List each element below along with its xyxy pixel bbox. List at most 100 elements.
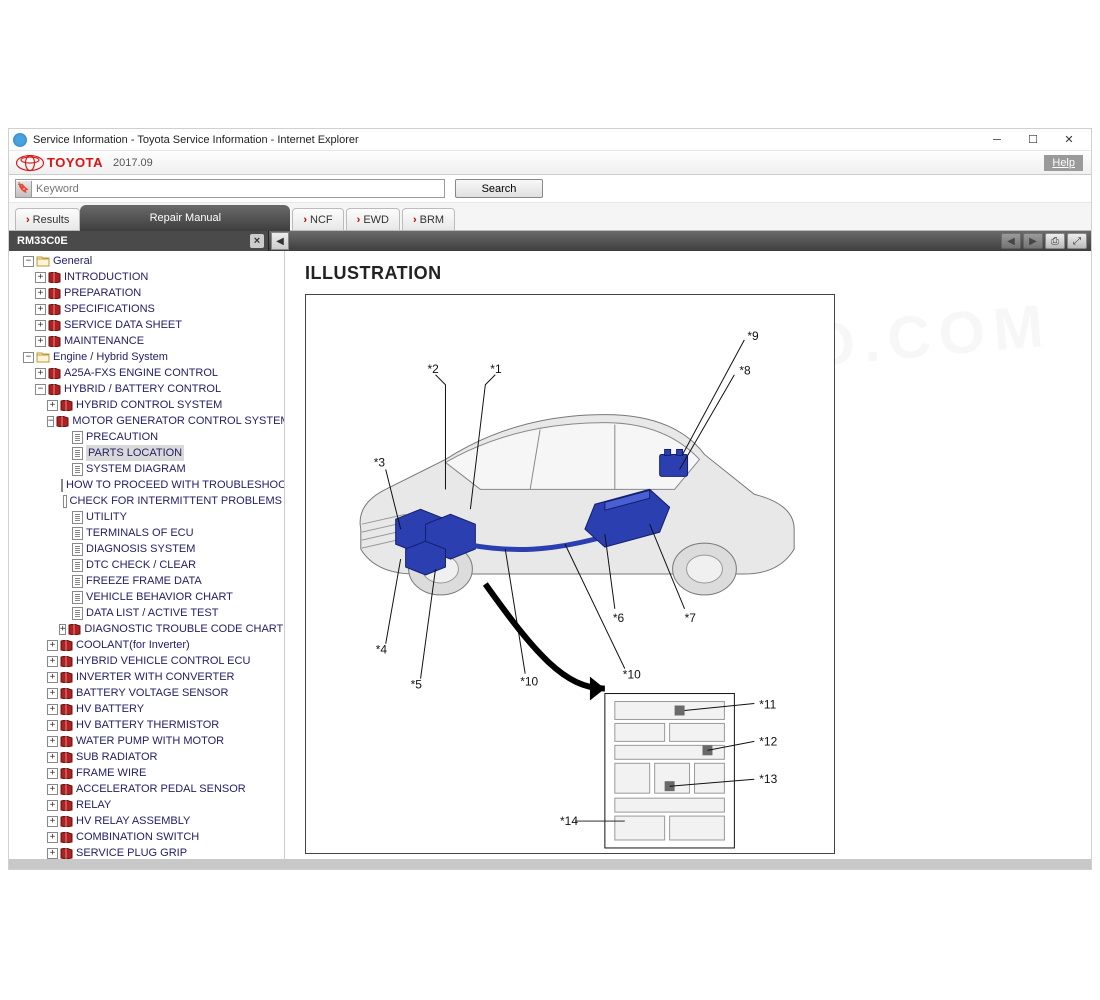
tree-node[interactable]: UTILITY [11,509,282,525]
document-tab-close-icon[interactable]: × [250,234,264,248]
svg-text:*14: *14 [560,814,578,828]
tree-toggle[interactable]: + [35,304,46,315]
illustration-scroll[interactable]: ILLUSTRATION [285,251,1091,859]
tree-node[interactable]: SYSTEM DIAGRAM [11,461,282,477]
illustration-pane: O.COM ILLUSTRATION [285,251,1091,859]
close-button[interactable]: ✕ [1051,129,1087,151]
tree-toggle[interactable]: + [47,784,58,795]
tree-node[interactable]: −MOTOR GENERATOR CONTROL SYSTEM [11,413,282,429]
tree-node[interactable]: DIAGNOSIS SYSTEM [11,541,282,557]
minimize-button[interactable]: ─ [979,129,1015,151]
book-icon [60,848,73,859]
tree-toggle[interactable]: − [23,256,34,267]
tree-node[interactable]: −General [11,253,282,269]
tree-toggle[interactable]: + [47,832,58,843]
folder-open-icon [36,255,50,267]
tab-ncf[interactable]: ›NCF [292,208,343,230]
expand-button[interactable]: ⤢ [1067,233,1087,249]
tree-node[interactable]: +COOLANT(for Inverter) [11,637,282,653]
tree-toggle[interactable]: + [47,672,58,683]
tab-brm[interactable]: ›BRM [402,208,455,230]
tree-toggle[interactable]: + [59,624,66,635]
print-button[interactable]: ⎙ [1045,233,1065,249]
tree-node[interactable]: +HV BATTERY THERMISTOR [11,717,282,733]
tree-node-label: TERMINALS OF ECU [86,525,194,541]
tree-node[interactable]: + ACCELERATOR PEDAL SENSOR [11,781,282,797]
tree-toggle[interactable]: + [47,736,58,747]
search-button[interactable]: Search [455,179,543,198]
tree-toggle[interactable]: − [35,384,46,395]
tree-node[interactable]: + PREPARATION [11,285,282,301]
tree-node[interactable]: −Engine / Hybrid System [11,349,282,365]
tree-toggle[interactable]: + [47,688,58,699]
tree-toggle[interactable]: + [35,368,46,379]
tree-toggle[interactable]: + [47,752,58,763]
tree-node[interactable]: +HYBRID VEHICLE CONTROL ECU [11,653,282,669]
tree-node[interactable]: +INVERTER WITH CONVERTER [11,669,282,685]
page-icon [72,591,83,604]
nav-tree[interactable]: −General+INTRODUCTION+PREPARATION+SPECIF… [9,251,284,859]
tab-ewd[interactable]: ›EWD [346,208,400,230]
tree-toggle[interactable]: + [47,800,58,811]
keyword-input[interactable] [32,180,444,197]
tree-toggle[interactable]: − [23,352,34,363]
tree-node[interactable]: DATA LIST / ACTIVE TEST [11,605,282,621]
tree-node[interactable]: TERMINALS OF ECU [11,525,282,541]
tree-node[interactable]: − HYBRID / BATTERY CONTROL [11,381,282,397]
tree-toggle[interactable]: + [35,320,46,331]
tree-toggle[interactable]: + [47,720,58,731]
tree-node-label: ACCELERATOR PEDAL SENSOR [76,781,246,797]
tree-node[interactable]: +FRAME WIRE [11,765,282,781]
tree-node[interactable]: +HV BATTERY [11,701,282,717]
tree-node-label: HYBRID / BATTERY CONTROL [64,381,221,397]
tree-toggle[interactable]: − [47,416,54,427]
tree-node-label: COMBINATION SWITCH [76,829,199,845]
tree-toggle[interactable]: + [35,336,46,347]
help-link[interactable]: Help [1044,155,1083,171]
tree-node[interactable]: + COMBINATION SWITCH [11,829,282,845]
tree-toggle[interactable]: + [47,656,58,667]
tree-node-label: A25A-FXS ENGINE CONTROL [64,365,218,381]
nav-forward-button[interactable]: ▶ [1023,233,1043,249]
book-icon [60,736,73,747]
tree-toggle[interactable]: + [47,704,58,715]
tree-node[interactable]: +SUB RADIATOR [11,749,282,765]
tree-toggle[interactable]: + [35,272,46,283]
tree-toggle[interactable]: + [47,400,58,411]
tree-toggle[interactable]: + [47,848,58,859]
tree-node[interactable]: +BATTERY VOLTAGE SENSOR [11,685,282,701]
tree-node-label: HYBRID CONTROL SYSTEM [76,397,222,413]
tree-node[interactable]: + HYBRID CONTROL SYSTEM [11,397,282,413]
document-tab[interactable]: RM33C0E × [9,231,269,251]
nav-back-button[interactable]: ◀ [1001,233,1021,249]
tab-repair-manual[interactable]: Repair Manual [80,205,290,231]
tab-results[interactable]: ›Results [15,208,80,230]
tree-node[interactable]: +INTRODUCTION [11,269,282,285]
tree-node[interactable]: +HV RELAY ASSEMBLY [11,813,282,829]
maximize-button[interactable]: ☐ [1015,129,1051,151]
collapse-tree-button[interactable]: ◀ [271,232,289,250]
tree-node[interactable]: PRECAUTION [11,429,282,445]
tree-node-label: PREPARATION [64,285,141,301]
page-icon [63,495,67,508]
tree-toggle-empty [59,608,70,619]
tree-node[interactable]: DTC CHECK / CLEAR [11,557,282,573]
tree-node[interactable]: + SERVICE PLUG GRIP [11,845,282,859]
tree-node[interactable]: + A25A-FXS ENGINE CONTROL [11,365,282,381]
tree-toggle[interactable]: + [47,816,58,827]
tree-node[interactable]: +SERVICE DATA SHEET [11,317,282,333]
tree-node[interactable]: FREEZE FRAME DATA [11,573,282,589]
tree-toggle[interactable]: + [35,288,46,299]
tree-toggle[interactable]: + [47,768,58,779]
tree-node[interactable]: +SPECIFICATIONS [11,301,282,317]
tree-node[interactable]: CHECK FOR INTERMITTENT PROBLEMS [11,493,282,509]
tree-toggle[interactable]: + [47,640,58,651]
tree-node-label: SERVICE PLUG GRIP [76,845,187,859]
tree-node[interactable]: +WATER PUMP WITH MOTOR [11,733,282,749]
tree-node[interactable]: +DIAGNOSTIC TROUBLE CODE CHART [11,621,282,637]
tree-node[interactable]: PARTS LOCATION [11,445,282,461]
tree-node[interactable]: HOW TO PROCEED WITH TROUBLESHOOTING [11,477,282,493]
tree-node[interactable]: +MAINTENANCE [11,333,282,349]
tree-node[interactable]: VEHICLE BEHAVIOR CHART [11,589,282,605]
tree-node[interactable]: +RELAY [11,797,282,813]
